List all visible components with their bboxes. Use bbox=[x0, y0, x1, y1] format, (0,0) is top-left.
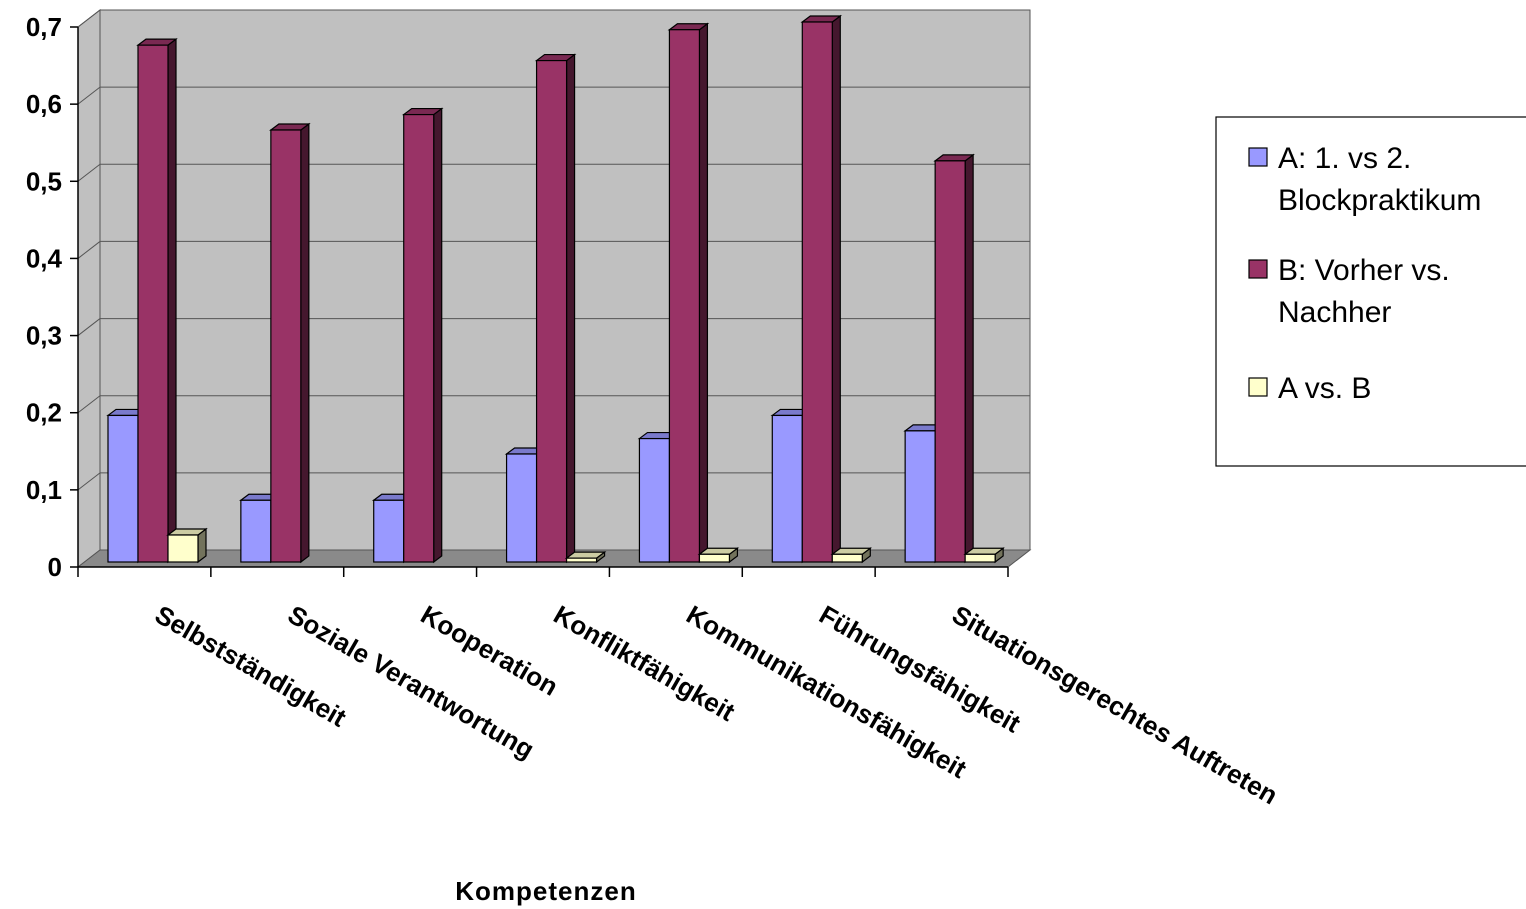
bar-front bbox=[167, 534, 199, 563]
bar-front bbox=[565, 557, 598, 563]
x-tick-label: Soziale Verantwortung bbox=[283, 599, 539, 764]
bar bbox=[697, 547, 740, 564]
bar-front bbox=[831, 553, 863, 563]
y-tick-labels: 0 0,1 0,2 0,3 0,4 0,5 0,6 0,7 bbox=[26, 12, 63, 582]
bar bbox=[401, 107, 444, 564]
bar bbox=[637, 431, 680, 564]
bar-front bbox=[904, 430, 936, 563]
legend-label: A vs. B bbox=[1278, 372, 1371, 405]
bar bbox=[136, 37, 178, 564]
gridline-side bbox=[77, 318, 101, 336]
bar-side bbox=[433, 107, 443, 564]
bar-front bbox=[668, 29, 701, 563]
bar-front bbox=[270, 129, 302, 563]
bar bbox=[564, 550, 607, 564]
legend: A: 1. vs 2. Blockpraktikum B: Vorher vs. Na… bbox=[1215, 116, 1526, 467]
y-tick-label: 0,1 bbox=[26, 475, 62, 505]
legend-swatch bbox=[1248, 259, 1268, 279]
axes bbox=[70, 26, 1009, 577]
legend-label: B: Vorher vs. bbox=[1278, 254, 1450, 287]
bar bbox=[269, 122, 311, 564]
gridline-side bbox=[77, 472, 101, 491]
bar-side bbox=[964, 153, 974, 564]
legend-swatch bbox=[1248, 377, 1268, 397]
bar-side bbox=[300, 122, 310, 564]
gridline-side bbox=[77, 395, 101, 414]
gridline-side bbox=[77, 163, 101, 182]
bar bbox=[667, 22, 710, 564]
bar-side bbox=[831, 14, 841, 564]
legend-entry: B: Vorher vs. Nachher bbox=[1248, 254, 1450, 329]
bar bbox=[933, 153, 975, 564]
bar-front bbox=[137, 44, 169, 563]
bar-side bbox=[565, 53, 576, 564]
legend-entry: A vs. B bbox=[1248, 372, 1371, 405]
bar-front bbox=[403, 113, 435, 563]
bar-front bbox=[771, 414, 803, 563]
bar-front bbox=[107, 414, 139, 563]
bar-front bbox=[535, 59, 568, 563]
side-wall bbox=[77, 8, 101, 569]
legend-label: Nachher bbox=[1278, 296, 1391, 329]
y-tick-label: 0,5 bbox=[26, 166, 62, 196]
y-tick-label: 0,7 bbox=[26, 12, 62, 42]
bar-front bbox=[698, 553, 731, 563]
bar-front bbox=[638, 437, 671, 563]
bar bbox=[830, 547, 873, 564]
legend-label: Blockpraktikum bbox=[1278, 184, 1481, 217]
bar bbox=[963, 547, 1005, 564]
y-tick-label: 0,2 bbox=[26, 398, 62, 428]
gridline-side bbox=[77, 9, 101, 28]
bar-front bbox=[240, 499, 272, 563]
legend-label: A: 1. vs 2. bbox=[1278, 142, 1411, 175]
bar-front bbox=[373, 499, 405, 563]
bar-side bbox=[167, 37, 177, 564]
bar-front bbox=[934, 160, 966, 563]
legend-swatch bbox=[1248, 147, 1268, 167]
legend-entry: A: 1. vs 2. Blockpraktikum bbox=[1248, 142, 1481, 217]
bar-front bbox=[964, 553, 996, 563]
legend-box bbox=[1215, 116, 1526, 467]
gridline-side bbox=[77, 241, 101, 259]
bar bbox=[534, 53, 577, 564]
bars bbox=[106, 14, 1005, 564]
bar-side bbox=[698, 22, 709, 564]
bar-front bbox=[801, 21, 833, 563]
y-tick-label: 0 bbox=[48, 552, 62, 582]
bar-front bbox=[505, 453, 538, 563]
bar bbox=[166, 527, 208, 564]
bar bbox=[800, 14, 843, 564]
y-tick-label: 0,3 bbox=[26, 321, 62, 351]
y-tick-label: 0,4 bbox=[26, 243, 63, 273]
x-axis-label: Kompetenzen bbox=[455, 876, 636, 906]
y-tick-label: 0,6 bbox=[26, 89, 62, 119]
gridline-side bbox=[77, 86, 101, 105]
